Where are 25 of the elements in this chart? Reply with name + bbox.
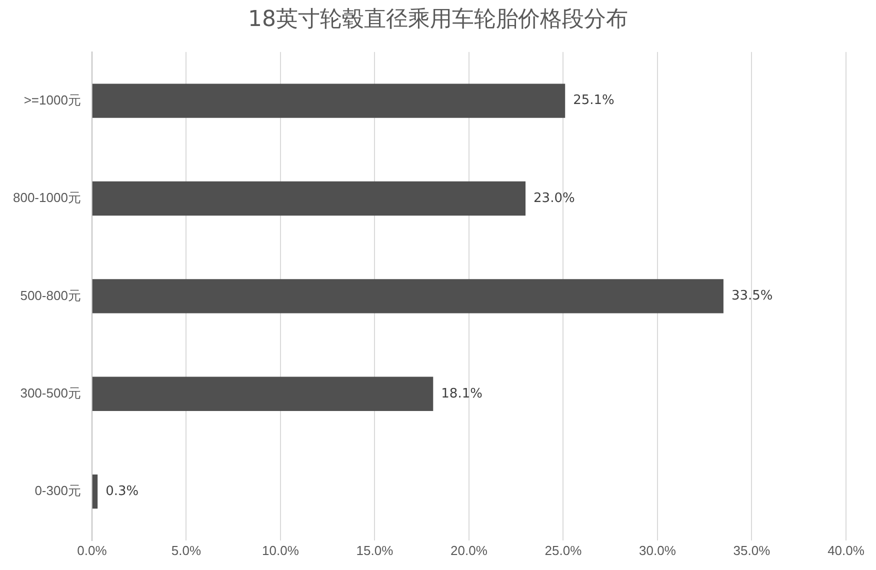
y-tick-label: 300-500元: [20, 385, 81, 400]
x-tick-label: 35.0%: [733, 542, 771, 558]
x-tick-label: 20.0%: [450, 542, 488, 558]
x-tick-label: 5.0%: [171, 542, 202, 558]
data-label: 23.0%: [534, 190, 575, 206]
x-tick-label: 25.0%: [544, 542, 582, 558]
x-tick-label: 10.0%: [262, 542, 300, 558]
bar: [92, 474, 98, 509]
bar: [92, 181, 526, 216]
chart-title: 18英寸轮毂直径乘用车轮胎价格段分布: [247, 6, 629, 34]
data-label: 25.1%: [573, 93, 614, 108]
bar: [92, 84, 566, 118]
bar: [92, 376, 434, 411]
y-tick-label: >=1000元: [24, 92, 81, 108]
bar: [92, 279, 724, 314]
y-tick-label: 500-800元: [20, 288, 81, 303]
x-tick-label: 0.0%: [77, 542, 108, 558]
y-tick-label: 800-1000元: [12, 190, 81, 206]
x-tick-label: 15.0%: [356, 542, 394, 558]
x-tick-label: 40.0%: [828, 542, 865, 558]
data-label: 0.3%: [106, 484, 139, 499]
data-label: 33.5%: [731, 288, 773, 304]
data-label: 18.1%: [441, 386, 482, 402]
x-tick-label: 30.0%: [639, 542, 676, 558]
y-tick-label: 0-300元: [34, 483, 81, 498]
